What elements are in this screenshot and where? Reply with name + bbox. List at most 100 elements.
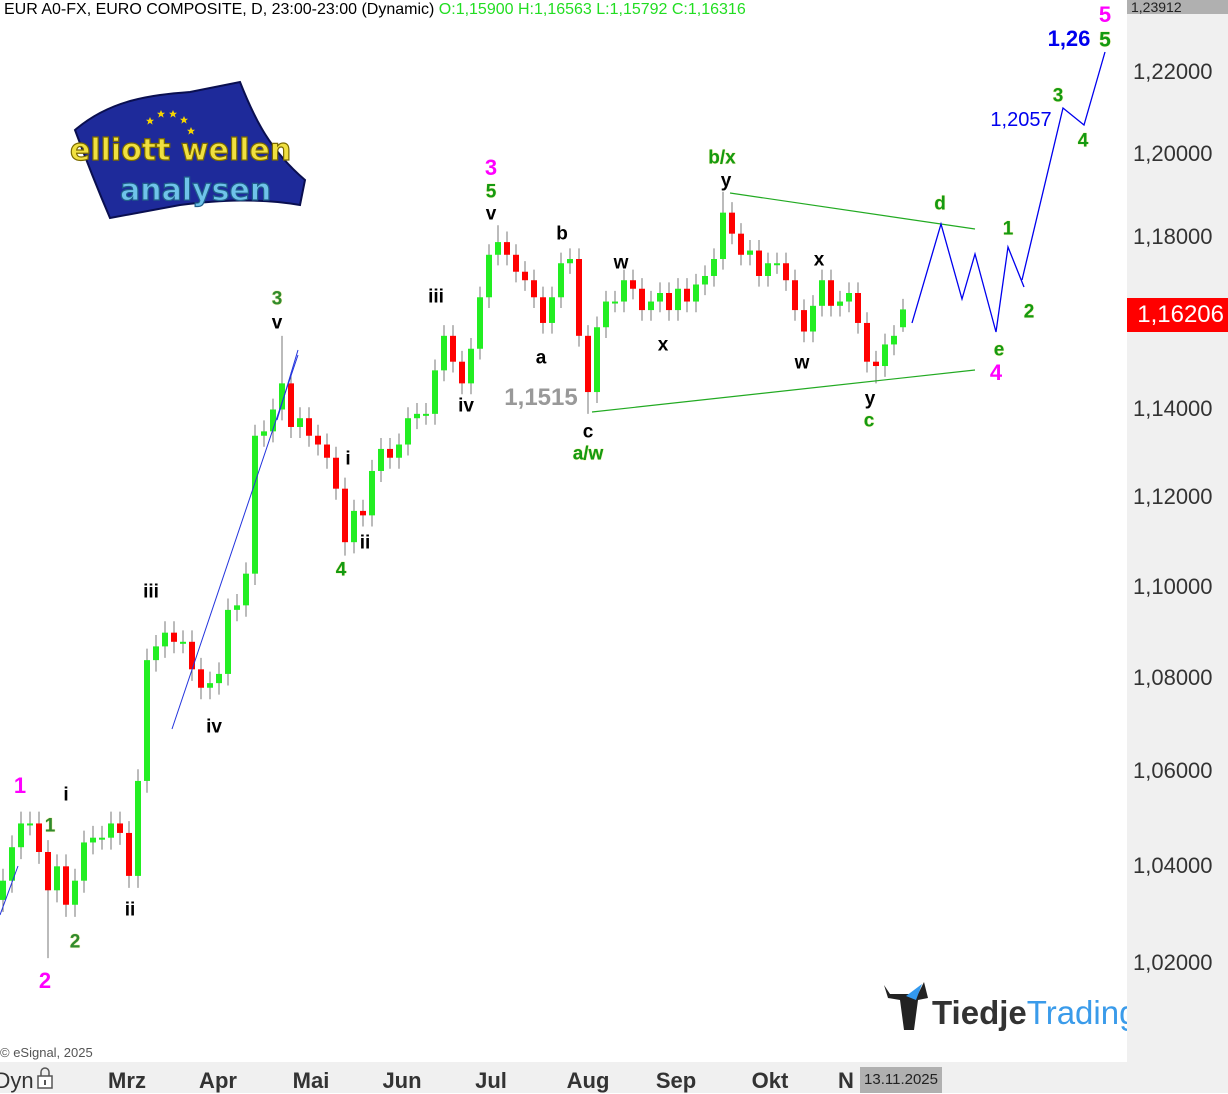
candle-down xyxy=(315,435,321,445)
candle-up xyxy=(405,418,411,445)
candle-up xyxy=(675,288,681,311)
month-label: Mrz xyxy=(108,1068,146,1093)
wave-label: y xyxy=(720,170,732,192)
price-tick: 1,10000 xyxy=(1133,574,1213,599)
time-axis[interactable]: Dyn Mrz Apr Mai Jun Jul Aug Sep Okt N 13… xyxy=(0,1062,1127,1093)
candle-up xyxy=(216,673,222,684)
month-label: Mai xyxy=(292,1068,330,1093)
candle-up xyxy=(549,297,555,323)
wave-label: c xyxy=(582,421,594,443)
wave-label: iii xyxy=(428,286,444,308)
candles xyxy=(0,191,906,959)
candle-up xyxy=(72,880,78,905)
price-tick: 1,22000 xyxy=(1133,59,1213,84)
candle-up xyxy=(414,413,420,419)
wave-label: 5 xyxy=(485,181,497,203)
wave-label: a/w xyxy=(572,443,604,465)
candle-down xyxy=(828,280,834,306)
wave-label: iv xyxy=(458,395,474,417)
wave-label: 5 xyxy=(1099,28,1111,52)
candle-up xyxy=(891,335,897,345)
price-tick: 1,14000 xyxy=(1133,396,1213,421)
candle-up xyxy=(153,646,159,661)
wave-label: 3 xyxy=(1052,85,1064,107)
candle-up xyxy=(225,609,231,674)
candle-down xyxy=(873,361,879,367)
candle-up xyxy=(9,847,15,881)
lock-icon[interactable] xyxy=(36,1066,54,1090)
wave-label: a xyxy=(535,347,547,369)
price-tick: 1,18000 xyxy=(1133,224,1213,249)
candle-down xyxy=(45,851,51,891)
time-mode-label[interactable]: Dyn xyxy=(0,1068,34,1093)
candle-up xyxy=(558,263,564,298)
price-tick: 1,06000 xyxy=(1133,758,1213,783)
month-label: N xyxy=(838,1068,854,1093)
wave-label: 1 xyxy=(13,773,27,798)
candle-down xyxy=(684,288,690,302)
wave-label: e xyxy=(993,339,1005,361)
candle-up xyxy=(837,301,843,306)
wave-label: v xyxy=(485,203,497,225)
candle-down xyxy=(531,280,537,298)
candle-up xyxy=(765,263,771,276)
candle-down xyxy=(324,444,330,458)
wave-label: 5 xyxy=(1098,2,1112,27)
candle-down xyxy=(63,866,69,905)
candle-up xyxy=(27,823,33,826)
candle-up xyxy=(657,293,663,302)
wave-label: 4 xyxy=(1077,130,1089,152)
current-price-marker: 1,16206 xyxy=(1127,298,1228,332)
price-annotation-low: 1,1515 xyxy=(504,384,578,411)
candle-up xyxy=(900,309,906,328)
price-tick: 1,04000 xyxy=(1133,853,1213,878)
wave-label: b xyxy=(556,223,568,245)
projection-path-impulse xyxy=(1021,51,1106,281)
candle-up xyxy=(441,335,447,371)
current-date-marker: 13.11.2025 xyxy=(860,1067,942,1093)
target-annotation: 1,2057 xyxy=(990,109,1052,131)
copyright: © eSignal, 2025 xyxy=(0,1045,93,1060)
wave-label: ii xyxy=(359,532,371,554)
wave-label: y xyxy=(864,388,876,410)
wave-label: 1 xyxy=(1002,218,1014,240)
candle-down xyxy=(189,641,195,670)
candle-down xyxy=(630,280,636,289)
candle-down xyxy=(639,288,645,311)
wave-label: 2 xyxy=(69,931,81,953)
candle-down xyxy=(738,233,744,255)
candle-down xyxy=(729,212,735,234)
candle-down xyxy=(333,457,339,489)
triangle-lower-line xyxy=(591,369,976,413)
wave-label: 4 xyxy=(335,559,347,581)
wave-label: i xyxy=(345,448,351,470)
price-axis[interactable]: 1,23912 1,22000 1,20000 1,18000 1,14000 … xyxy=(1127,0,1228,1093)
candle-up xyxy=(108,823,114,838)
price-tick: 1,12000 xyxy=(1133,484,1213,509)
wave-label: x xyxy=(657,334,669,356)
candle-up xyxy=(810,305,816,332)
price-tick: 1,08000 xyxy=(1133,665,1213,690)
candle-up xyxy=(18,823,24,848)
candle-up xyxy=(369,470,375,516)
trend-line xyxy=(0,865,19,916)
candle-up xyxy=(243,573,249,606)
candle-down xyxy=(126,832,132,876)
candle-down xyxy=(666,293,672,311)
wave-label: iv xyxy=(206,716,222,738)
candle-up xyxy=(747,250,753,255)
candle-up xyxy=(477,297,483,349)
candle-down xyxy=(459,361,465,384)
candle-up xyxy=(261,431,267,436)
wave-label: iii xyxy=(143,581,159,603)
candle-up xyxy=(720,212,726,260)
candle-up xyxy=(135,780,141,876)
price-tick: 1,02000 xyxy=(1133,950,1213,975)
candle-up xyxy=(612,301,618,304)
wave-label: w xyxy=(794,352,810,374)
price-tick: 1,20000 xyxy=(1133,141,1213,166)
wave-label: 2 xyxy=(1023,301,1035,323)
candle-up xyxy=(0,880,6,900)
wave-label: v xyxy=(271,312,283,334)
candle-down xyxy=(387,448,393,458)
